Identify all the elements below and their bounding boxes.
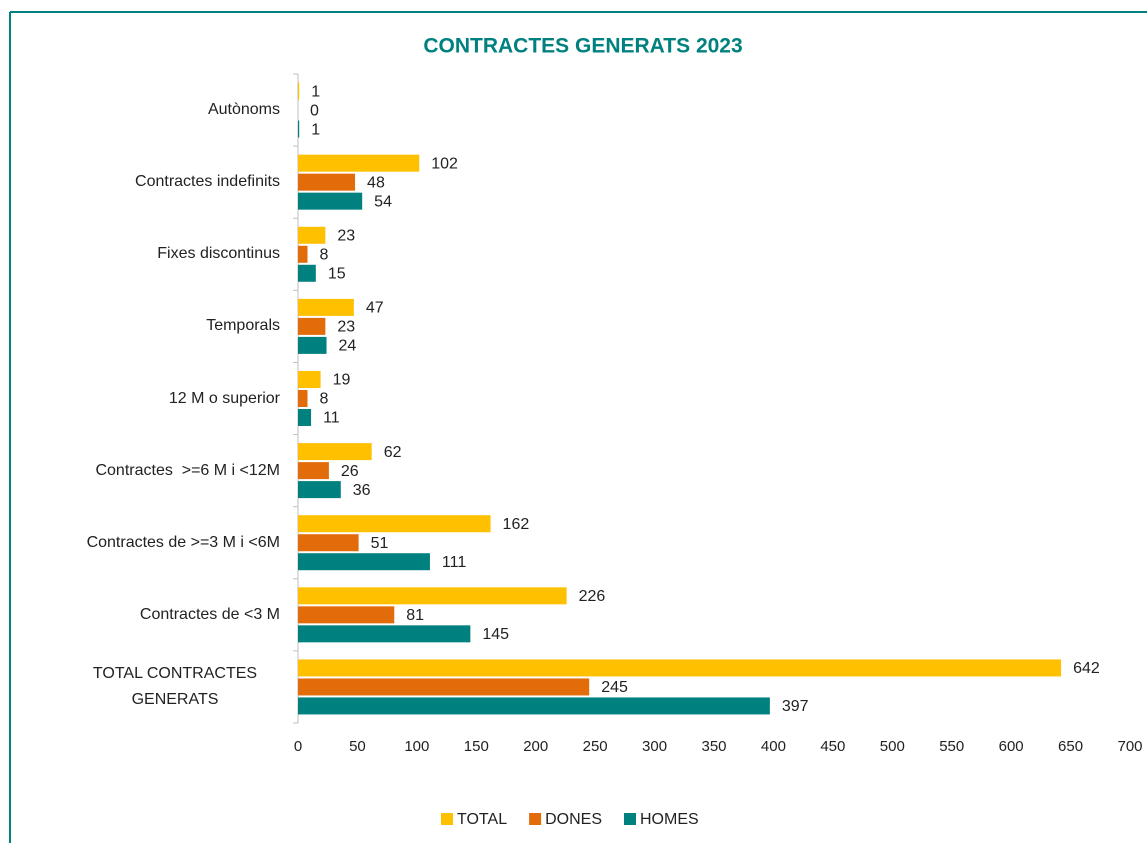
data-label: 81 <box>406 607 424 624</box>
data-label: 24 <box>339 338 357 355</box>
x-tick-label: 50 <box>349 738 366 755</box>
data-label: 54 <box>374 193 392 210</box>
data-label: 23 <box>337 227 355 244</box>
x-tick-label: 600 <box>999 738 1024 755</box>
bar <box>298 587 567 605</box>
y-tick-label: Contractes de <3 M <box>139 605 280 623</box>
y-tick-label: Contractes indefinits <box>135 173 280 191</box>
data-label: 26 <box>341 463 359 480</box>
y-tick-label: Autònoms <box>207 101 280 119</box>
data-label: 397 <box>782 698 809 715</box>
bar <box>298 534 359 552</box>
y-tick-label: Contractes de >=3 M i <6M <box>86 533 280 551</box>
bar <box>298 481 341 499</box>
x-tick-label: 0 <box>294 738 302 755</box>
x-tick-label: 300 <box>642 738 667 755</box>
legend-label: HOMES <box>640 811 699 828</box>
x-tick-label: 700 <box>1117 738 1142 755</box>
x-tick-label: 250 <box>583 738 608 755</box>
data-label: 62 <box>384 444 402 461</box>
bar <box>298 409 312 426</box>
bar <box>298 515 491 533</box>
bar <box>298 120 300 138</box>
data-label: 0 <box>310 102 319 119</box>
bar <box>298 192 363 210</box>
data-label: 111 <box>442 554 466 571</box>
data-label: 642 <box>1073 660 1100 677</box>
bar <box>298 173 356 191</box>
legend-swatch <box>529 813 542 825</box>
y-tick-label: Contractes >=6 M i <12M <box>95 461 280 479</box>
y-tick-label-box: 12 M o superior <box>0 369 280 429</box>
y-tick-label-box: Fixes discontinus <box>0 224 280 284</box>
bar <box>298 336 327 354</box>
x-tick-label: 150 <box>464 738 489 755</box>
data-label: 245 <box>601 679 628 696</box>
bar <box>298 390 308 407</box>
x-tick-label: 400 <box>761 738 786 755</box>
data-label: 1 <box>311 121 320 138</box>
data-label: 15 <box>328 265 346 282</box>
y-tick-label-box: Autònoms <box>0 80 280 140</box>
legend-label: TOTAL <box>457 811 507 828</box>
data-label: 1 <box>311 83 320 100</box>
bar <box>298 606 395 624</box>
data-label: 162 <box>503 516 530 533</box>
data-label: 226 <box>579 588 606 605</box>
y-tick-label-box: Contractes de <3 M <box>0 585 280 645</box>
legend-swatch <box>441 813 453 825</box>
bar <box>298 264 316 282</box>
bar <box>298 371 321 388</box>
data-label: 11 <box>323 410 340 427</box>
bar <box>298 625 471 643</box>
bar <box>298 245 308 263</box>
bar <box>298 82 300 100</box>
bar <box>298 298 354 316</box>
x-tick-label: 550 <box>939 738 964 755</box>
x-tick-label: 500 <box>880 738 905 755</box>
x-tick-label: 350 <box>701 738 726 755</box>
chart-title: CONTRACTES GENERATS 2023 <box>423 35 742 58</box>
bar <box>298 678 590 696</box>
data-label: 8 <box>320 391 329 408</box>
legend-label: DONES <box>545 811 602 828</box>
y-tick-label-box: Contractes de >=3 M i <6M <box>0 513 280 573</box>
data-label: 102 <box>431 155 458 172</box>
data-label: 47 <box>366 300 384 317</box>
bar <box>298 443 372 461</box>
x-tick-label: 650 <box>1058 738 1083 755</box>
data-label: 145 <box>482 626 509 643</box>
y-tick-label-box: Contractes indefinits <box>0 152 280 212</box>
bar <box>298 553 430 571</box>
bar <box>298 659 1062 677</box>
x-tick-label: 200 <box>523 738 548 755</box>
data-label: 48 <box>367 174 385 191</box>
x-tick-label: 450 <box>820 738 845 755</box>
bar <box>298 317 326 335</box>
y-tick-label-box: Contractes >=6 M i <12M <box>0 441 280 501</box>
y-tick-label-box: TOTAL CONTRACTES GENERATS <box>0 657 280 717</box>
y-tick-label-box: Temporals <box>0 296 280 356</box>
y-tick-label: Fixes discontinus <box>157 245 280 263</box>
data-label: 19 <box>333 372 351 389</box>
bar <box>298 226 326 244</box>
x-tick-label: 100 <box>404 738 429 755</box>
data-label: 23 <box>337 319 355 336</box>
y-tick-label: TOTAL CONTRACTES GENERATS <box>92 664 262 708</box>
data-label: 8 <box>320 246 329 263</box>
bar <box>298 154 420 172</box>
data-label: 36 <box>353 482 371 499</box>
legend-swatch <box>624 813 636 825</box>
bar <box>298 697 770 715</box>
y-tick-label: 12 M o superior <box>168 389 280 407</box>
bar <box>298 462 329 480</box>
y-tick-label: Temporals <box>206 317 280 335</box>
data-label: 51 <box>371 535 389 552</box>
